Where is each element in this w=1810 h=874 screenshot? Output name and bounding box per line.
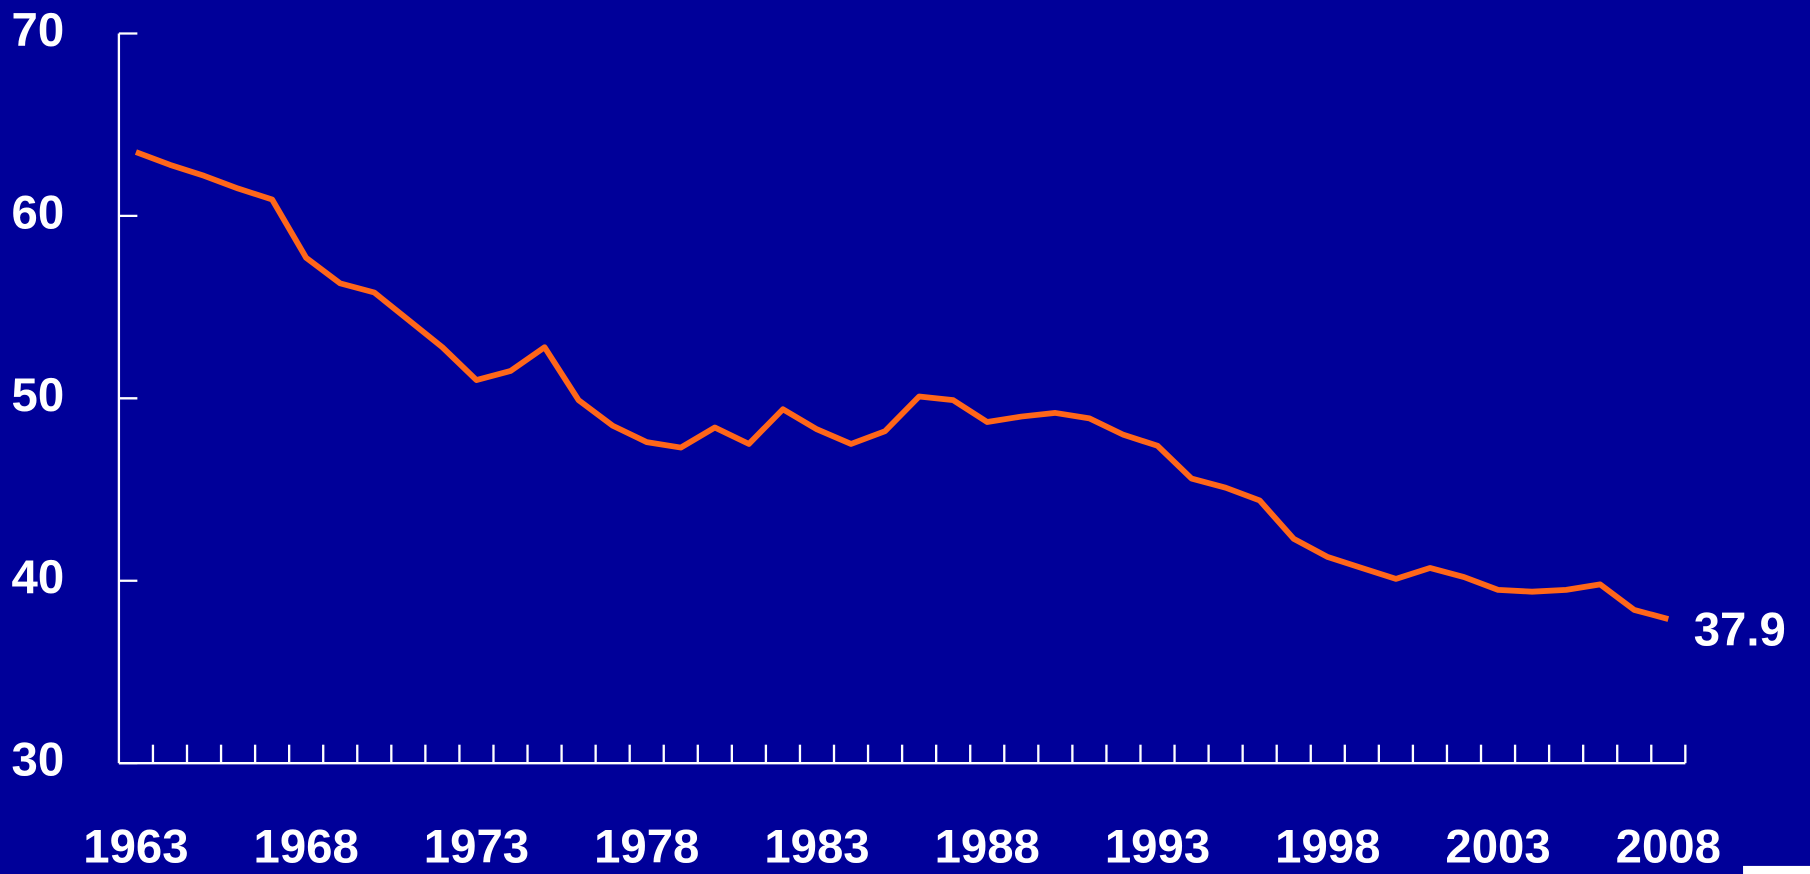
line-series [134,149,1670,622]
x-tick-label: 1983 [764,820,869,873]
x-tick-label: 1968 [254,820,359,873]
x-tick-label: 1973 [424,820,529,873]
end-value-label: 37.9 [1694,603,1786,656]
y-tick-label: 70 [12,4,65,57]
y-tick-label: 30 [12,734,65,787]
y-tick-label: 60 [12,186,65,239]
x-tick-label: 2003 [1445,820,1550,873]
corner-block [1743,865,1810,874]
x-tick-label: 1988 [935,820,1040,873]
x-tick-label: 1998 [1275,820,1380,873]
y-tick-label: 50 [12,369,65,422]
y-tick-label: 40 [12,551,65,604]
x-tick-label: 1978 [594,820,699,873]
x-tick-label: 1963 [83,820,188,873]
x-tick-label: 1993 [1105,820,1210,873]
x-tick-label: 2008 [1616,820,1721,873]
